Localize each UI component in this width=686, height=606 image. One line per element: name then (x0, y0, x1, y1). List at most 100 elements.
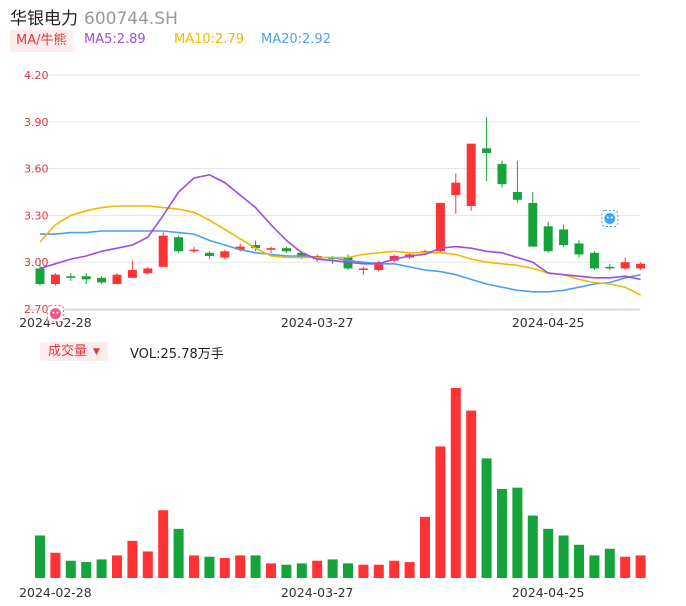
candle (435, 202, 445, 253)
candle-body (451, 182, 461, 196)
x-tick-label: 2024-02-28 (19, 585, 92, 600)
ma20-legend: MA20:2.92 (261, 32, 331, 47)
candle (50, 273, 60, 286)
candle-body (281, 248, 291, 252)
candle (574, 240, 584, 258)
volume-bar (574, 544, 584, 578)
volume-bar (373, 564, 384, 578)
y-tick-label: 4.20 (24, 69, 49, 82)
candle-body (512, 192, 522, 200)
volume-bar (558, 535, 569, 578)
stock-name: 华银电力 (10, 9, 78, 29)
volume-bar (250, 555, 261, 578)
candle-body (127, 270, 137, 278)
ma10-line (39, 205, 641, 296)
candle (466, 143, 476, 211)
volume-bar (512, 487, 523, 578)
volume-bar (173, 528, 184, 578)
volume-bar (435, 446, 446, 578)
x-tick-label: 2024-04-25 (512, 315, 585, 330)
candle-body (636, 263, 646, 269)
candle-body (204, 252, 214, 256)
volume-bar (142, 551, 153, 578)
y-tick-label: 3.00 (24, 256, 49, 269)
ma5-line (39, 173, 641, 281)
candle-body (574, 243, 584, 255)
candle (81, 273, 91, 285)
candle (158, 232, 168, 267)
candle-body (112, 274, 122, 285)
candle-body (543, 226, 553, 252)
candle-body (266, 248, 276, 250)
caret-down-icon: ▼ (93, 347, 100, 357)
volume-bar (189, 555, 199, 578)
candle-body (174, 237, 184, 252)
candle (143, 266, 153, 275)
candle-body (189, 249, 199, 252)
candle-body (605, 266, 615, 269)
marker-eye (610, 216, 613, 219)
ma20-line (40, 230, 641, 293)
bear-marker-icon (46, 305, 64, 323)
x-tick-label: 2024-02-28 (19, 315, 92, 330)
volume-bar (50, 552, 61, 578)
candle (174, 235, 184, 253)
volume-bar (296, 563, 307, 578)
candle-body (528, 202, 538, 247)
candle (204, 251, 214, 260)
y-tick-label: 3.90 (24, 116, 49, 129)
volume-bar (604, 548, 615, 578)
volume-bar (204, 556, 215, 578)
volume-bar (635, 555, 646, 578)
candle (605, 263, 615, 270)
volume-bar (527, 515, 538, 578)
candle (482, 117, 492, 182)
candle-body (374, 262, 384, 270)
candle-body (143, 268, 153, 274)
marker-face (49, 308, 61, 320)
candle-body (435, 202, 445, 252)
x-tick-label: 2024-03-27 (281, 585, 354, 600)
candle (358, 266, 368, 275)
candle (220, 249, 230, 260)
volume-bar (589, 555, 600, 578)
candle-body (466, 143, 476, 207)
candle-body (358, 268, 368, 270)
volume-bar (96, 559, 107, 578)
volume-readout: VOL:25.78万手 (130, 347, 224, 362)
candle (528, 192, 538, 247)
candle (266, 246, 276, 253)
volume-bar (481, 458, 492, 578)
candle-body (35, 268, 45, 285)
candle-body (559, 229, 569, 246)
volume-bar (235, 555, 246, 578)
stock-title: 华银电力 600744.SH (10, 4, 178, 29)
volume-bar (312, 560, 323, 578)
volume-bar (266, 563, 276, 578)
volume-bar (127, 540, 138, 578)
ma10-legend: MA10:2.79 (174, 32, 244, 47)
candle-body (81, 276, 91, 280)
volume-bar (158, 510, 169, 578)
candle-body (235, 246, 245, 250)
candle (497, 160, 507, 188)
candle-body (251, 245, 261, 249)
volume-chart: 2024-02-28 2024-03-27 2024-04-25 (19, 388, 646, 600)
volume-bar (65, 560, 76, 578)
candle-body (158, 235, 168, 267)
x-tick-label: 2024-04-25 (512, 585, 585, 600)
volume-bar (404, 562, 415, 578)
marker-eye (606, 216, 609, 219)
candle (512, 160, 522, 203)
candle (66, 273, 76, 281)
volume-bar (420, 516, 430, 578)
volume-bar (281, 564, 292, 578)
candle (189, 246, 199, 253)
volume-indicator-button[interactable]: 成交量 ▼ (40, 342, 108, 361)
ma-toggle-button[interactable]: MA/牛熊 (10, 30, 73, 52)
marker-eye (52, 311, 55, 314)
x-tick-label: 2024-03-27 (281, 315, 354, 330)
volume-bar (358, 564, 369, 578)
volume-bar (620, 556, 631, 578)
